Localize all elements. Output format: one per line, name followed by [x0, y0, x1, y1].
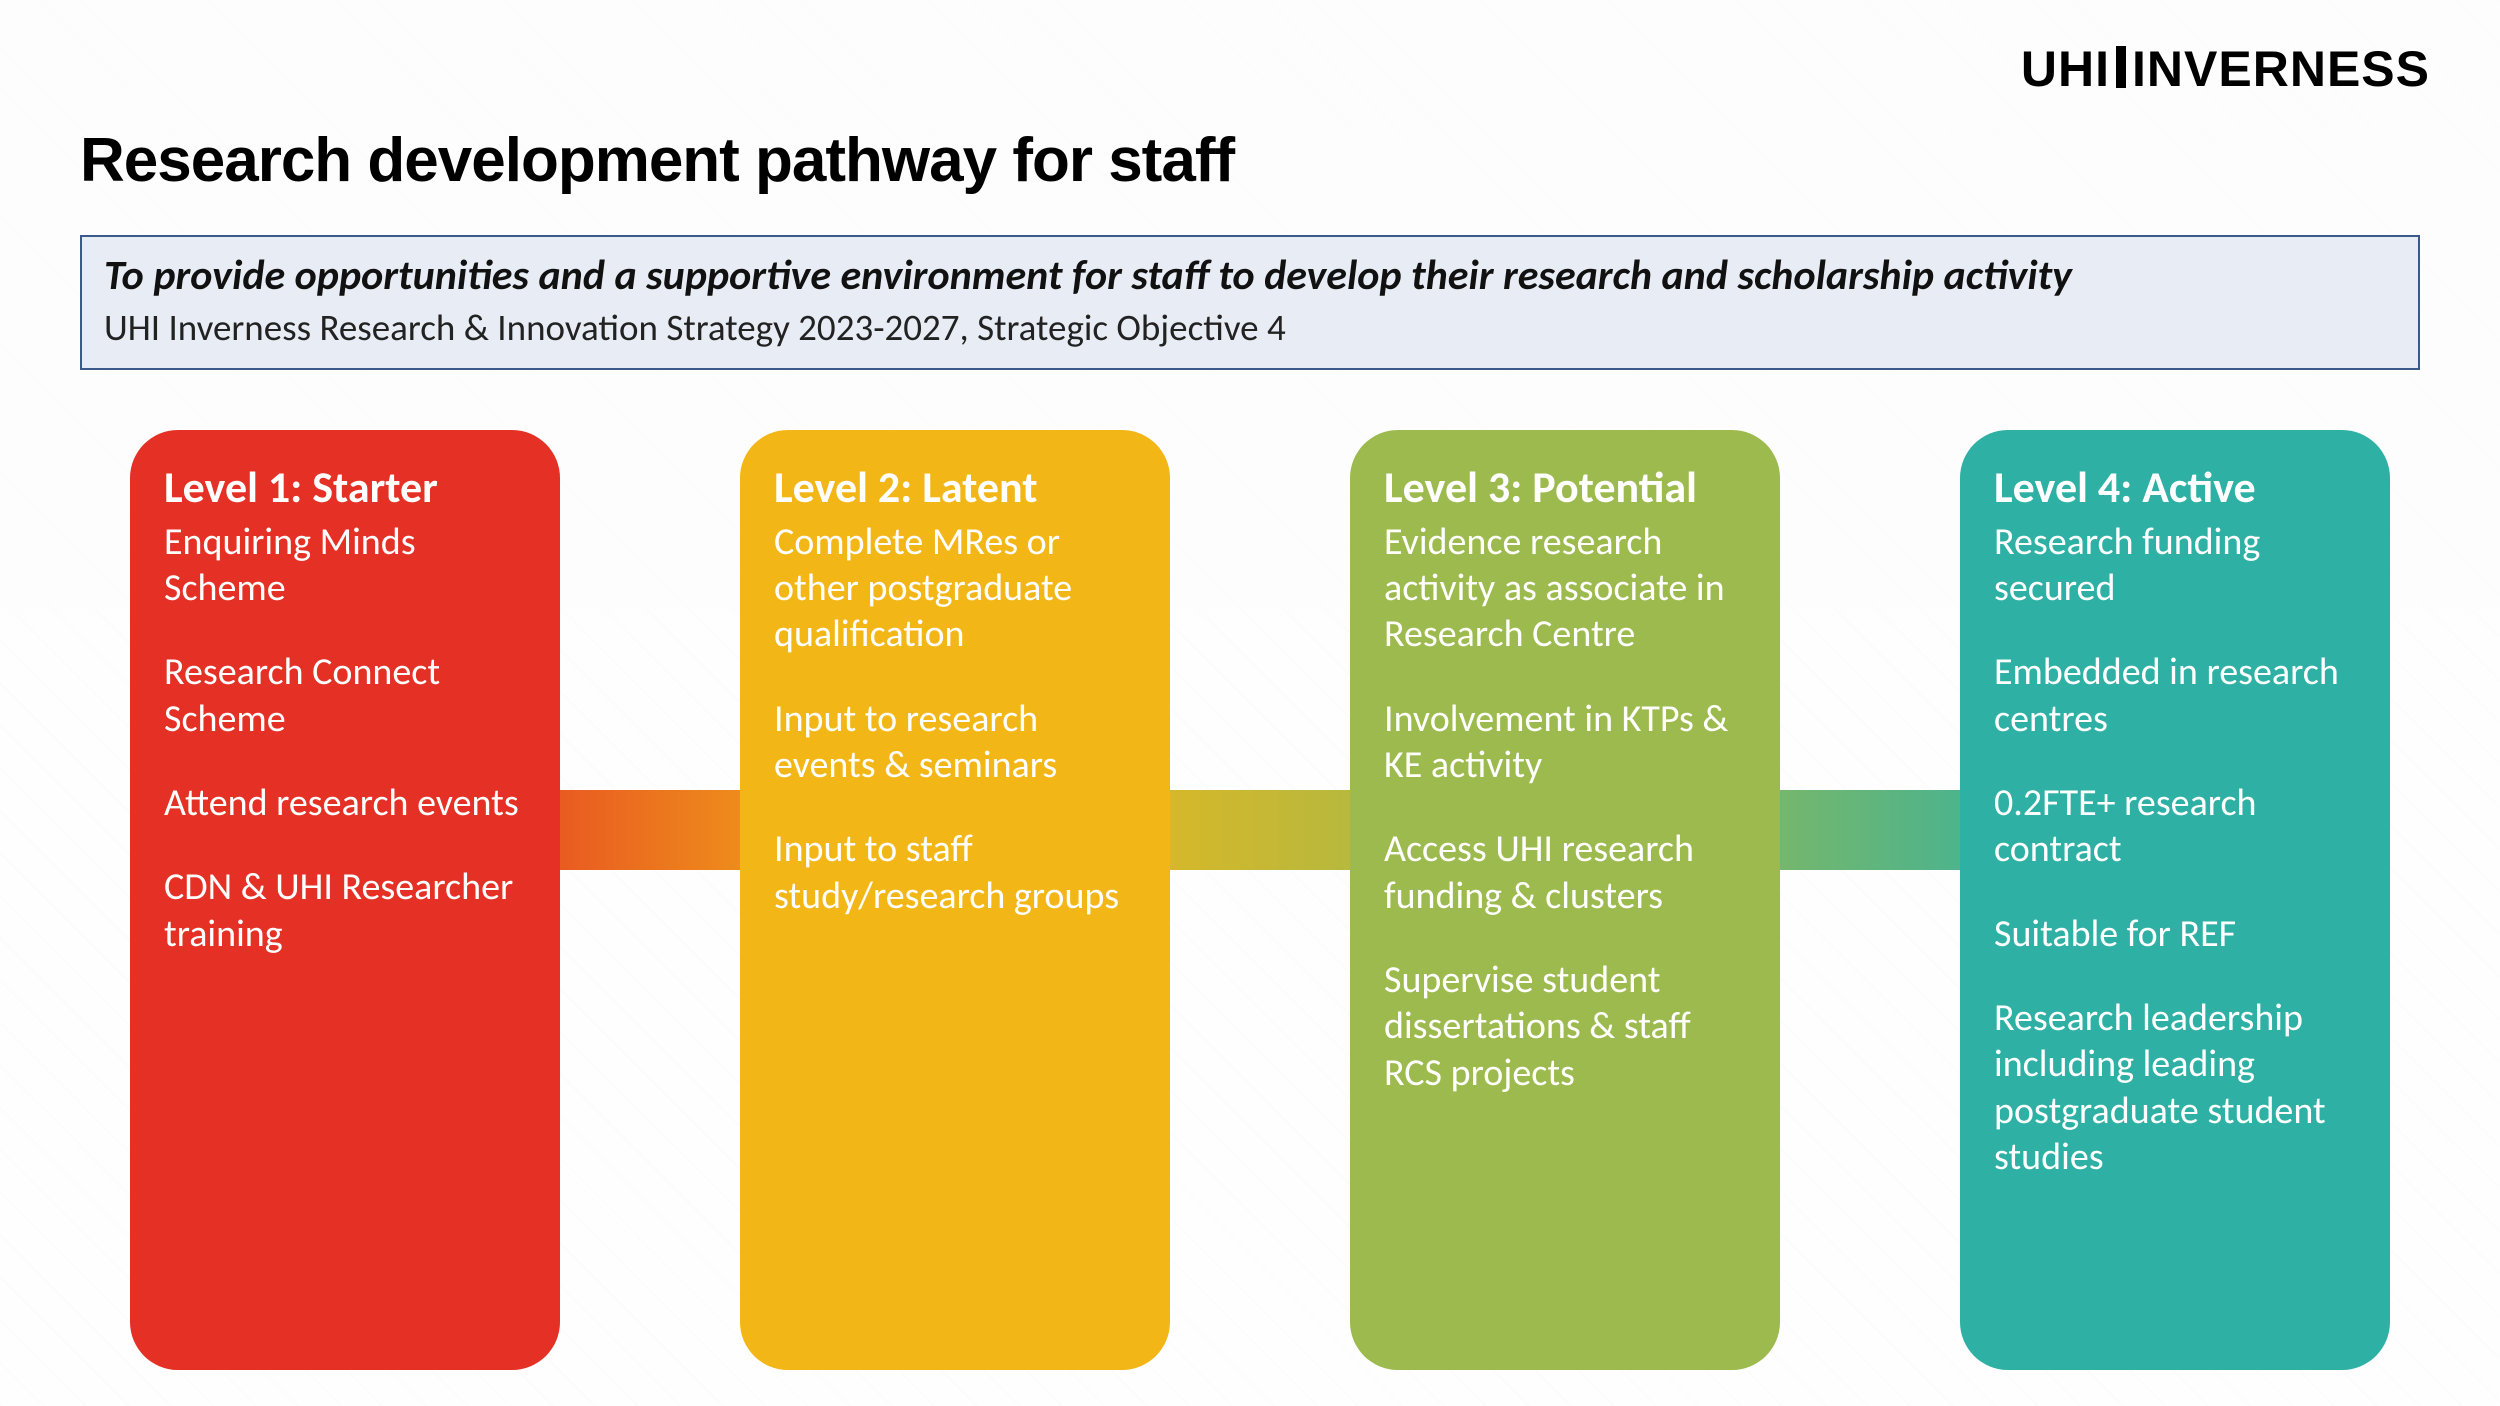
level-card-4: Level 4: Active Research funding secured E…	[1960, 430, 2390, 1370]
level-card-title: Level 4: Active	[1994, 462, 2356, 513]
level-card-item: Input to research events & seminars	[774, 696, 1136, 789]
level-card-item: Supervise student dissertations & staff …	[1384, 957, 1746, 1096]
logo-part1: UHI	[2021, 41, 2110, 97]
level-card-item: Involvement in KTPs & KE activity	[1384, 696, 1746, 789]
objective-heading: To provide opportunities and a supportiv…	[104, 251, 2396, 301]
level-card-item: CDN & UHI Researcher training	[164, 864, 526, 957]
level-card-items: Research funding secured Embedded in rese…	[1994, 519, 2356, 1181]
level-card-3: Level 3: Potential Evidence research acti…	[1350, 430, 1780, 1370]
level-card-1: Level 1: Starter Enquiring Minds Scheme Re…	[130, 430, 560, 1370]
level-card-item: Embedded in research centres	[1994, 649, 2356, 742]
level-card-items: Complete MRes or other postgraduate qual…	[774, 519, 1136, 920]
logo-divider	[2116, 46, 2126, 88]
objective-box: To provide opportunities and a supportiv…	[80, 235, 2420, 370]
level-card-title: Level 3: Potential	[1384, 462, 1746, 513]
page-title: Research development pathway for staff	[80, 125, 1234, 196]
level-card-item: 0.2FTE+ research contract	[1994, 780, 2356, 873]
level-card-items: Evidence research activity as associate …	[1384, 519, 1746, 1097]
level-card-item: Evidence research activity as associate …	[1384, 519, 1746, 658]
level-card-title: Level 2: Latent	[774, 462, 1136, 513]
pathway-cards: Level 1: Starter Enquiring Minds Scheme Re…	[130, 430, 2390, 1370]
level-card-item: Complete MRes or other postgraduate qual…	[774, 519, 1136, 658]
level-card-item: Access UHI research funding & clusters	[1384, 826, 1746, 919]
level-card-item: Research funding secured	[1994, 519, 2356, 612]
level-card-item: Suitable for REF	[1994, 911, 2356, 957]
level-card-2: Level 2: Latent Complete MRes or other po…	[740, 430, 1170, 1370]
level-card-item: Research Connect Scheme	[164, 649, 526, 742]
brand-logo: UHI INVERNESS	[2021, 40, 2430, 98]
logo-part2: INVERNESS	[2132, 41, 2430, 97]
level-card-title: Level 1: Starter	[164, 462, 526, 513]
level-card-item: Attend research events	[164, 780, 526, 826]
level-card-item: Input to staff study/research groups	[774, 826, 1136, 919]
objective-subtitle: UHI Inverness Research & Innovation Stra…	[104, 305, 2396, 350]
level-card-items: Enquiring Minds Scheme Research Connect S…	[164, 519, 526, 958]
level-card-item: Enquiring Minds Scheme	[164, 519, 526, 612]
level-card-item: Research leadership including leading po…	[1994, 995, 2356, 1180]
